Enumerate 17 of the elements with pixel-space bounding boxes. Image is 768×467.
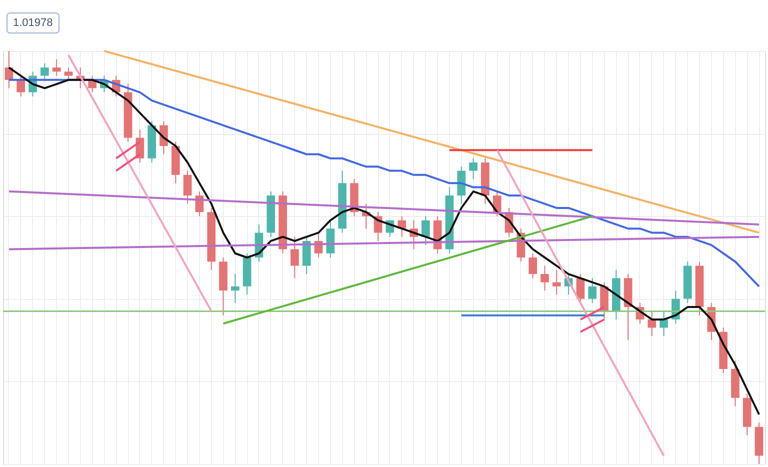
candlestick bbox=[52, 58, 61, 76]
candlestick bbox=[469, 158, 478, 180]
candlestick bbox=[552, 269, 561, 296]
candlestick bbox=[528, 252, 537, 279]
candlestick bbox=[588, 278, 597, 304]
candlestick bbox=[16, 75, 26, 97]
candlestick bbox=[648, 310, 656, 336]
text: 1.01978 bbox=[13, 17, 53, 29]
candlestick bbox=[422, 216, 430, 246]
candlestick bbox=[290, 236, 299, 279]
candlestick bbox=[40, 62, 49, 80]
candlestick bbox=[183, 170, 192, 204]
candlestick bbox=[231, 274, 240, 304]
candlestick bbox=[660, 310, 668, 336]
candlestick bbox=[540, 265, 549, 292]
candlestick bbox=[64, 67, 73, 80]
candlestick bbox=[492, 190, 502, 217]
